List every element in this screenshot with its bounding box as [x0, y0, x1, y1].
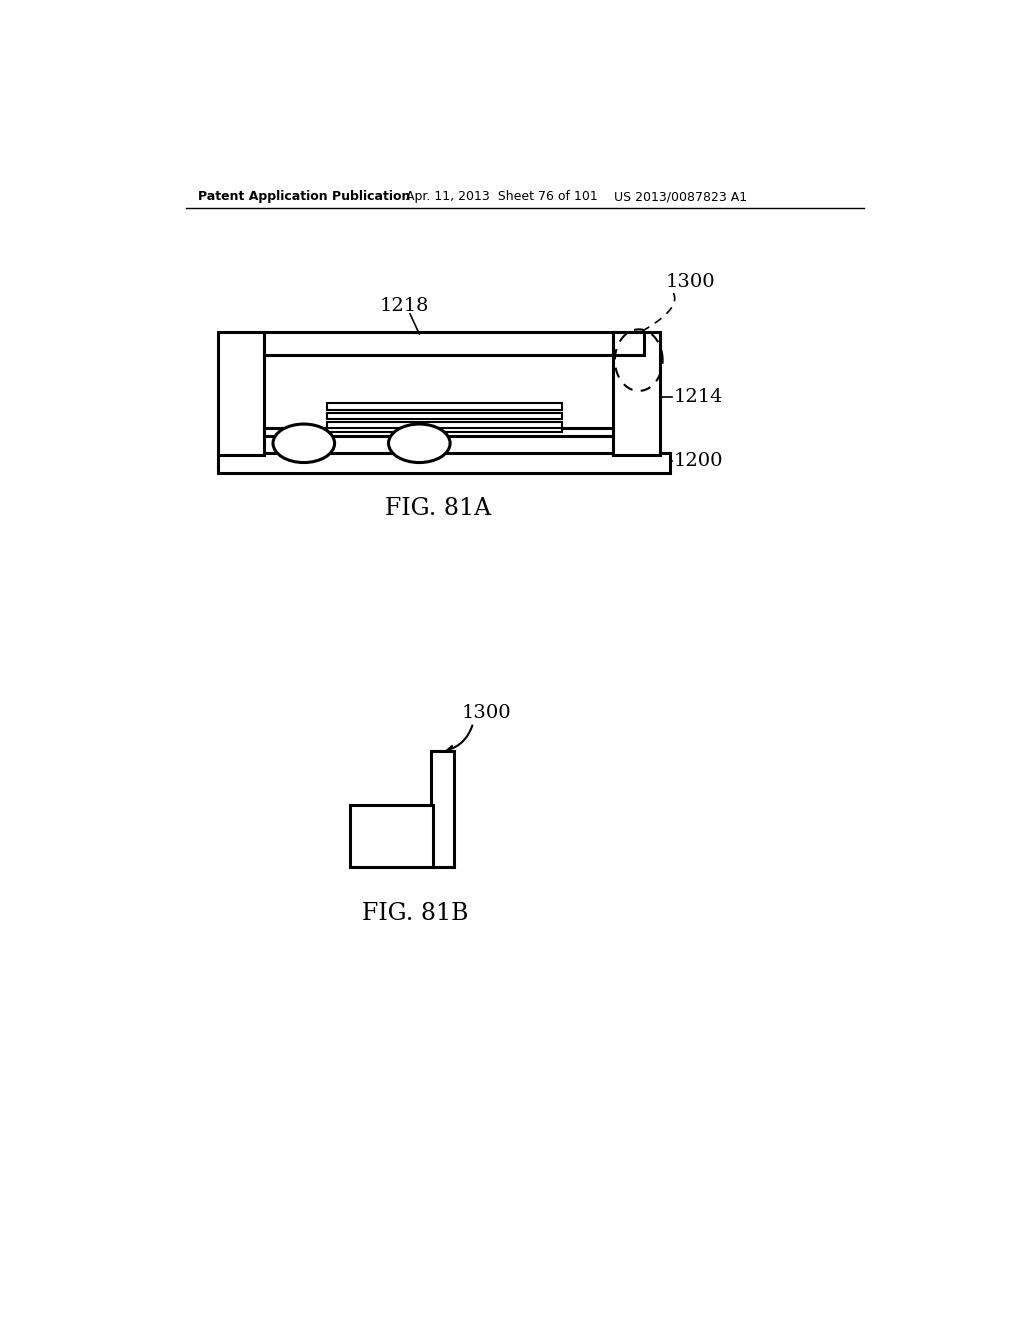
Bar	[217, 331, 264, 455]
Bar	[327, 428, 562, 432]
Bar	[431, 751, 454, 867]
Text: FIG. 81B: FIG. 81B	[362, 902, 469, 924]
Text: 1300: 1300	[666, 273, 716, 290]
Ellipse shape	[273, 424, 335, 462]
Bar	[327, 413, 562, 420]
Text: Patent Application Publication: Patent Application Publication	[199, 190, 411, 203]
Text: FIG. 81A: FIG. 81A	[385, 498, 492, 520]
Text: 1214: 1214	[674, 388, 723, 407]
Bar	[613, 331, 659, 455]
Text: 1218: 1218	[379, 297, 429, 315]
Bar	[217, 453, 670, 473]
Text: Apr. 11, 2013  Sheet 76 of 101: Apr. 11, 2013 Sheet 76 of 101	[407, 190, 598, 203]
Bar	[613, 331, 644, 355]
Text: US 2013/0087823 A1: US 2013/0087823 A1	[614, 190, 748, 203]
Bar	[327, 404, 562, 411]
Bar	[350, 805, 433, 867]
Text: 1200: 1200	[674, 451, 723, 470]
Bar	[264, 331, 613, 355]
Bar	[264, 428, 613, 436]
Text: 1300: 1300	[462, 704, 511, 722]
Bar	[327, 422, 562, 429]
Ellipse shape	[388, 424, 451, 462]
